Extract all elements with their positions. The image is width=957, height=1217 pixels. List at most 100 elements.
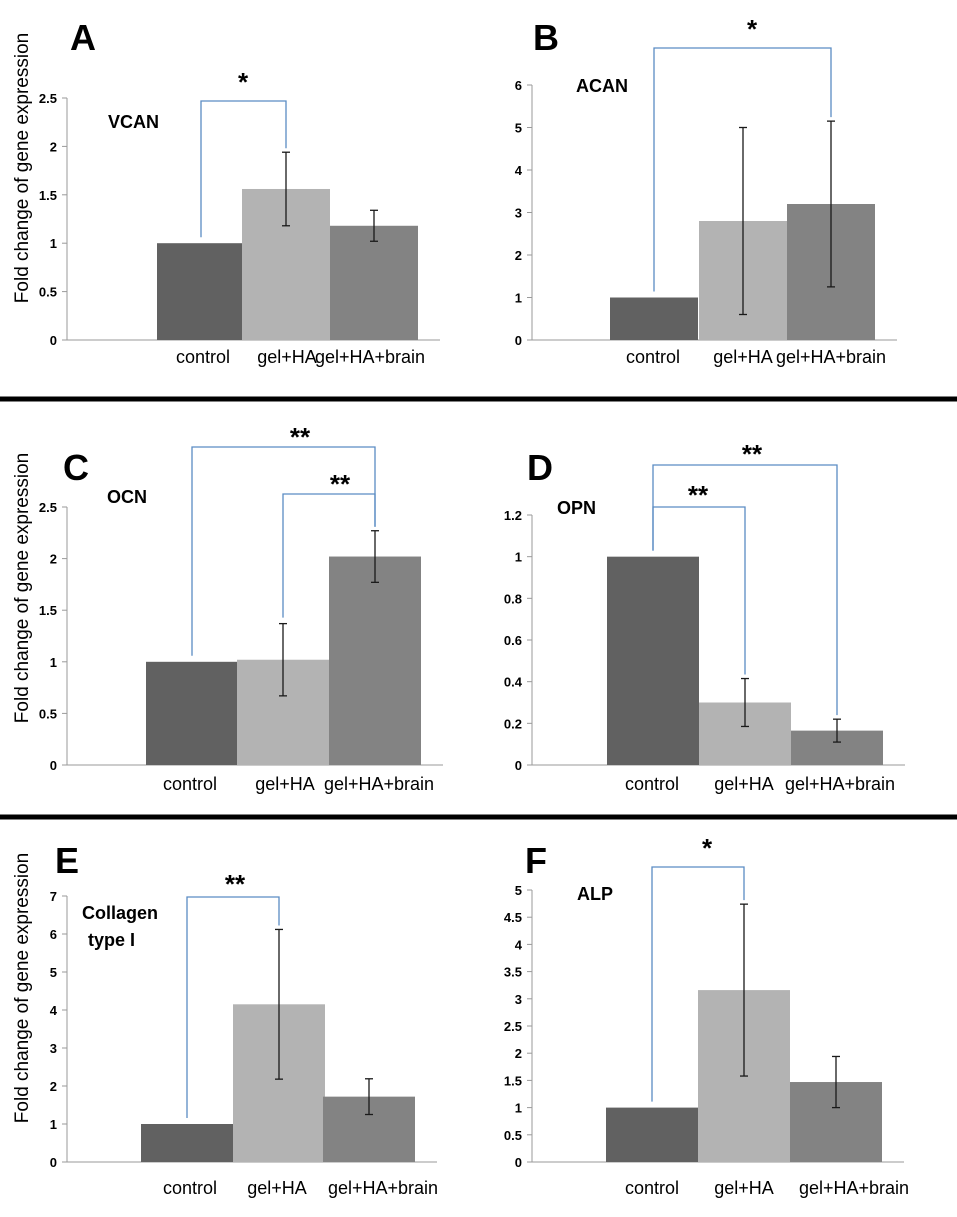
panel-e-category-label-2: gel+HA+brain xyxy=(328,1178,438,1198)
panel-f-tick-label: 0 xyxy=(515,1155,522,1170)
panel-b-gene-label: ACAN xyxy=(576,76,628,96)
panel-b-significance-label-0: * xyxy=(747,14,758,44)
panel-c-tick-label: 0.5 xyxy=(39,706,57,721)
panel-d-category-label-0: control xyxy=(625,774,679,794)
panel-c-category-label-2: gel+HA+brain xyxy=(324,774,434,794)
panel-b-category-label-0: control xyxy=(626,347,680,367)
panel-b-tick-label: 1 xyxy=(515,291,522,306)
panel-f-tick-label: 3.5 xyxy=(504,965,522,980)
panel-f-bar-0 xyxy=(606,1107,698,1162)
panel-a-letter: A xyxy=(70,17,96,58)
panel-b-tick-label: 5 xyxy=(515,121,522,136)
panel-e-tick-label: 5 xyxy=(50,965,57,980)
panel-c-tick-label: 0 xyxy=(50,758,57,773)
panel-c-letter: C xyxy=(63,447,89,488)
panel-f-category-label-0: control xyxy=(625,1178,679,1198)
panel-f-significance-bracket-0 xyxy=(651,866,745,1102)
panel-e-tick-label: 0 xyxy=(50,1155,57,1170)
panel-c-significance-label-0: ** xyxy=(290,422,311,452)
panel-a-bar-0 xyxy=(157,243,245,340)
panel-a-significance-label-0: * xyxy=(238,67,249,97)
panel-a-y-axis-label: Fold change of gene expression xyxy=(12,33,33,303)
panel-b-category-label-2: gel+HA+brain xyxy=(776,347,886,367)
panel-b-tick-label: 2 xyxy=(515,248,522,263)
panel-d-category-label-2: gel+HA+brain xyxy=(785,774,895,794)
panel-f-tick-label: 2.5 xyxy=(504,1019,522,1034)
panel-a-category-label-2: gel+HA+brain xyxy=(315,347,425,367)
panel-a-tick-label: 1.5 xyxy=(39,188,57,203)
panel-d-tick-label: 0.2 xyxy=(504,716,522,731)
panel-b-letter: B xyxy=(533,17,559,58)
panel-c-significance-bracket-0 xyxy=(191,446,376,656)
panel-d-significance-bracket-1 xyxy=(652,464,838,716)
panel-d-gene-label: OPN xyxy=(557,498,596,518)
panel-d-tick-label: 1 xyxy=(515,550,522,565)
panel-a-significance-bracket-0 xyxy=(200,100,287,238)
panel-c-bar-0 xyxy=(146,661,238,765)
panel-d-tick-label: 0.6 xyxy=(504,633,522,648)
panel-d-bar-0 xyxy=(607,556,699,765)
panel-e-bar-0 xyxy=(141,1124,233,1162)
panel-e-gene-label: type I xyxy=(88,930,135,950)
panel-b-tick-label: 3 xyxy=(515,206,522,221)
panel-a-bar-2 xyxy=(330,225,418,340)
panel-e-tick-label: 4 xyxy=(50,1003,58,1018)
panel-f-category-label-1: gel+HA xyxy=(714,1178,774,1198)
panel-a-tick-label: 1 xyxy=(50,236,57,251)
panel-e-gene-label: Collagen xyxy=(82,903,158,923)
panel-d-tick-label: 0.8 xyxy=(504,591,522,606)
panel-c-tick-label: 1.5 xyxy=(39,603,57,618)
panel-c-category-label-1: gel+HA xyxy=(255,774,315,794)
panel-e-tick-label: 1 xyxy=(50,1117,57,1132)
panel-d-letter: D xyxy=(527,447,553,488)
panel-e-y-axis-label: Fold change of gene expression xyxy=(12,853,33,1123)
panel-f-letter: F xyxy=(525,840,547,881)
panel-e-letter: E xyxy=(55,840,79,881)
panel-c-tick-label: 2 xyxy=(50,552,57,567)
panel-f-tick-label: 0.5 xyxy=(504,1128,522,1143)
panel-e-significance-label-0: ** xyxy=(225,869,246,899)
panel-d-tick-label: 0 xyxy=(515,758,522,773)
panel-a-gene-label: VCAN xyxy=(108,112,159,132)
panel-f-significance-label-0: * xyxy=(702,833,713,863)
panel-f-tick-label: 5 xyxy=(515,883,522,898)
panel-b-category-label-1: gel+HA xyxy=(713,347,773,367)
panel-c-y-axis-label: Fold change of gene expression xyxy=(12,453,33,723)
panel-d-category-label-1: gel+HA xyxy=(714,774,774,794)
panel-b-tick-label: 4 xyxy=(515,163,523,178)
panel-e-tick-label: 6 xyxy=(50,927,57,942)
panel-c-bar-2 xyxy=(329,556,421,765)
panel-f-tick-label: 3 xyxy=(515,992,522,1007)
panel-e-tick-label: 2 xyxy=(50,1079,57,1094)
panel-c-significance-bracket-1 xyxy=(282,493,376,618)
panel-c-significance-label-1: ** xyxy=(330,469,351,499)
panel-b-tick-label: 6 xyxy=(515,78,522,93)
panel-a-category-label-0: control xyxy=(176,347,230,367)
panel-e-tick-label: 3 xyxy=(50,1041,57,1056)
panel-b-bar-0 xyxy=(610,297,698,340)
panel-f-tick-label: 1.5 xyxy=(504,1073,522,1088)
panel-e-significance-bracket-0 xyxy=(186,896,280,1118)
panel-c-gene-label: OCN xyxy=(107,487,147,507)
panel-e-category-label-0: control xyxy=(163,1178,217,1198)
panel-c-category-label-0: control xyxy=(163,774,217,794)
panel-f-category-label-2: gel+HA+brain xyxy=(799,1178,909,1198)
panel-d-tick-label: 1.2 xyxy=(504,508,522,523)
panel-a-tick-label: 0 xyxy=(50,333,57,348)
panel-d-significance-label-0: ** xyxy=(688,480,709,510)
panel-f-tick-label: 2 xyxy=(515,1046,522,1061)
panel-f-tick-label: 1 xyxy=(515,1101,522,1116)
panel-f-tick-label: 4.5 xyxy=(504,910,522,925)
panel-b-tick-label: 0 xyxy=(515,333,522,348)
panel-e-category-label-1: gel+HA xyxy=(247,1178,307,1198)
panel-e-tick-label: 7 xyxy=(50,889,57,904)
panel-d-tick-label: 0.4 xyxy=(504,675,523,690)
panel-a-tick-label: 2 xyxy=(50,139,57,154)
panel-c-tick-label: 1 xyxy=(50,655,57,670)
panel-f-gene-label: ALP xyxy=(577,884,613,904)
panel-f-tick-label: 4 xyxy=(515,937,523,952)
panel-c-tick-label: 2.5 xyxy=(39,500,57,515)
panel-b-significance-bracket-0 xyxy=(653,47,832,292)
panel-a-category-label-1: gel+HA xyxy=(257,347,317,367)
